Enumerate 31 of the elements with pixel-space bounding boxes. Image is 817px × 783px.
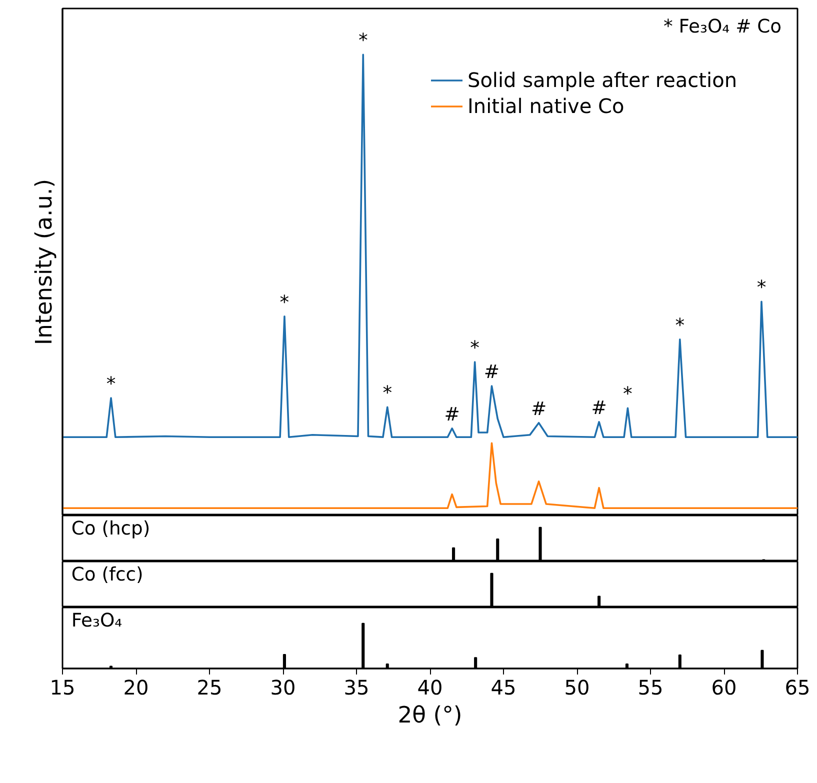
x-tick-label: 50 (564, 676, 590, 700)
chart-title: Fe₃O₄ (71, 610, 122, 632)
annotation: * (623, 384, 632, 406)
annotation: * (382, 383, 392, 404)
annotation: * (470, 338, 480, 360)
x-axis-title: 2θ (°) (398, 702, 462, 728)
annotation: # (530, 398, 547, 420)
annotation: * (358, 30, 368, 52)
x-tick-label: 55 (638, 676, 664, 700)
x-tick-label: 60 (711, 676, 737, 700)
annotation: * (675, 315, 685, 336)
annotation: * (756, 278, 766, 299)
y-axis-title: Intensity (a.u.) (32, 178, 58, 346)
x-tick-label: 30 (270, 676, 296, 700)
chart-title: Co (fcc) (71, 564, 144, 586)
annotation: # (591, 398, 607, 419)
annotation: * (106, 374, 116, 395)
x-tick-label: 25 (196, 676, 222, 700)
x-tick-label: 15 (50, 676, 76, 700)
legend-label: Solid sample after reaction (468, 68, 737, 92)
x-tick-label: 35 (344, 676, 370, 700)
x-tick-label: 65 (784, 676, 810, 700)
annotation: # (444, 404, 460, 426)
x-tick-label: 45 (490, 676, 516, 700)
x-tick-label: 40 (417, 676, 443, 700)
annotation: # (484, 362, 500, 383)
chart-title: Co (hcp) (71, 518, 150, 540)
annotation: * (280, 292, 290, 314)
x-tick-label: 20 (123, 676, 149, 700)
legend-label: Initial native Co (468, 94, 624, 118)
text: * Fe₃O₄ # Co (664, 16, 782, 38)
